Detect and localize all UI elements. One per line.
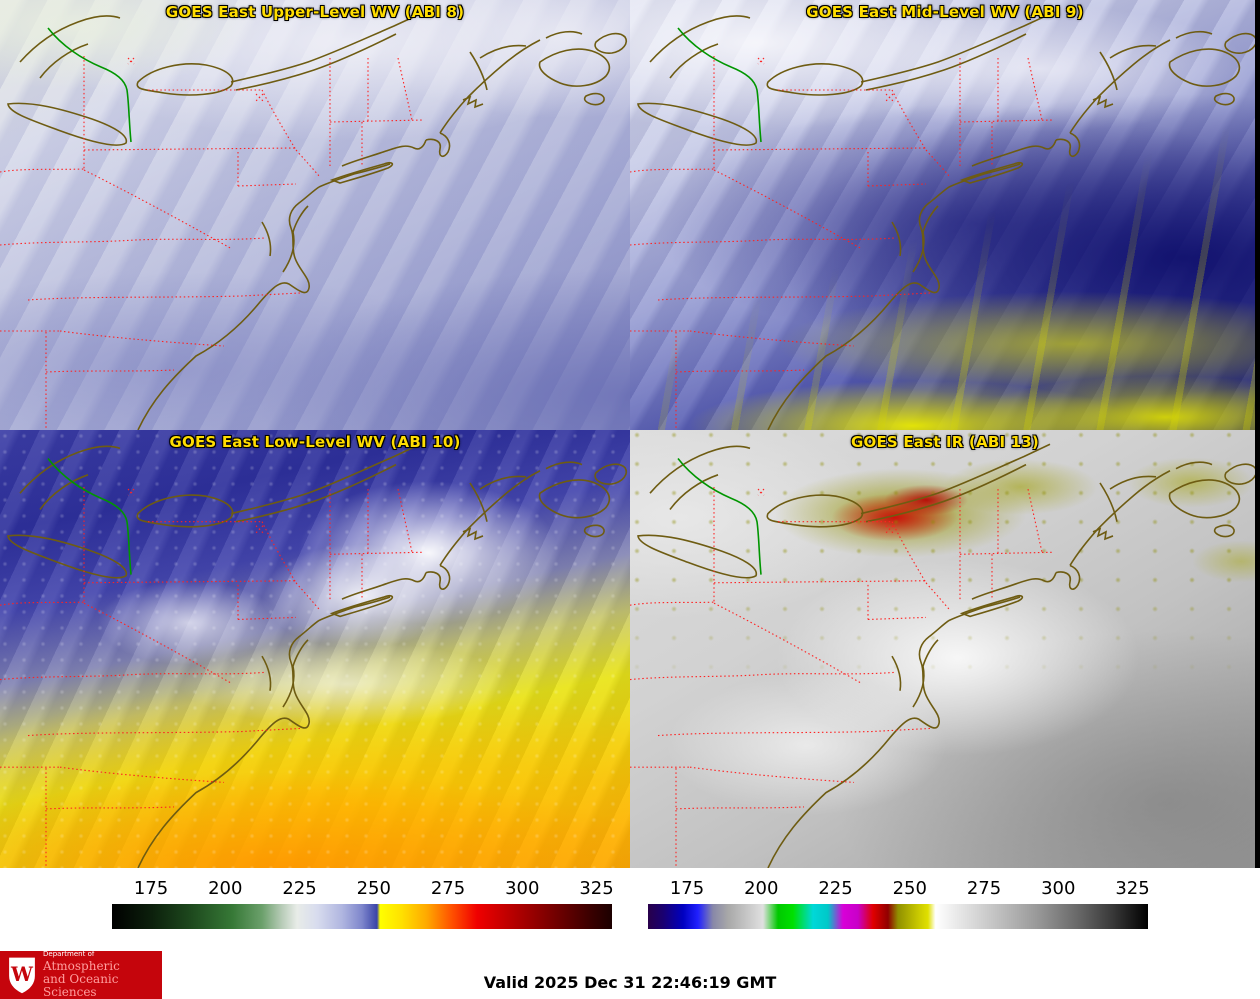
tick-label: 325: [579, 878, 614, 899]
map-overlay: [0, 13, 628, 430]
uw-aos-logo: W Department of Atmospheric and Oceanic …: [0, 949, 162, 999]
tick-label: 300: [505, 878, 540, 899]
panel-mid-level-wv: GOES East Mid-Level WV (ABI 9): [630, 0, 1260, 430]
scan-edge-strip: [1255, 0, 1260, 430]
colorbar-ir-gradient: [648, 904, 1148, 929]
satellite-panel-grid: GOES East Upper-Level WV (ABI 8) GOES Ea…: [0, 0, 1260, 868]
logo-dept-label: Department of: [43, 949, 95, 958]
tick-label: 275: [966, 878, 1002, 899]
tick-label: 250: [892, 878, 927, 899]
valid-time: Valid 2025 Dec 31 22:46:19 GMT: [483, 973, 777, 992]
colorbar-wv-gradient: [112, 904, 612, 929]
logo-line1: Atmospheric: [43, 958, 120, 973]
colorbar-infrared: 175 200 225 250 275 300 325: [648, 876, 1150, 929]
map-overlay: [0, 443, 628, 868]
colorbar-water-vapor: 175 200 225 250 275 300 325: [112, 876, 614, 929]
scan-edge-strip: [1255, 430, 1260, 868]
panel-ir: GOES East IR (ABI 13): [630, 430, 1260, 868]
colorbar-row: 175 200 225 250 275 300 325 175 200 225 …: [0, 868, 1260, 940]
tick-label: 200: [744, 878, 779, 899]
logo-text: Department of Atmospheric and Oceanic Sc…: [43, 949, 156, 999]
map-overlay: [630, 13, 1258, 430]
colorbar-wv-tick-labels: 175 200 225 250 275 300 325: [112, 876, 614, 904]
tick-label: 225: [282, 878, 317, 899]
tick-label: 325: [1115, 878, 1150, 899]
tick-label: 225: [818, 878, 853, 899]
map-overlay: [630, 443, 1258, 868]
tick-label: 275: [430, 878, 466, 899]
panel-upper-level-wv: GOES East Upper-Level WV (ABI 8): [0, 0, 630, 430]
logo-line2: and Oceanic Sciences: [43, 971, 119, 999]
panel-title-abi10: GOES East Low-Level WV (ABI 10): [169, 433, 461, 451]
tick-label: 175: [669, 878, 705, 899]
tick-label: 175: [133, 878, 169, 899]
tick-label: 250: [356, 878, 391, 899]
tick-label: 200: [208, 878, 243, 899]
colorbar-ir-tick-labels: 175 200 225 250 275 300 325: [648, 876, 1150, 904]
crest-letter: W: [10, 963, 34, 986]
tick-label: 300: [1041, 878, 1076, 899]
panel-low-level-wv: GOES East Low-Level WV (ABI 10): [0, 430, 630, 868]
panel-title-abi13: GOES East IR (ABI 13): [850, 433, 1039, 451]
panel-title-abi8: GOES East Upper-Level WV (ABI 8): [165, 3, 465, 21]
uw-crest-icon: W: [9, 957, 35, 994]
footer: W Department of Atmospheric and Oceanic …: [0, 939, 1260, 999]
panel-title-abi9: GOES East Mid-Level WV (ABI 9): [806, 3, 1084, 21]
